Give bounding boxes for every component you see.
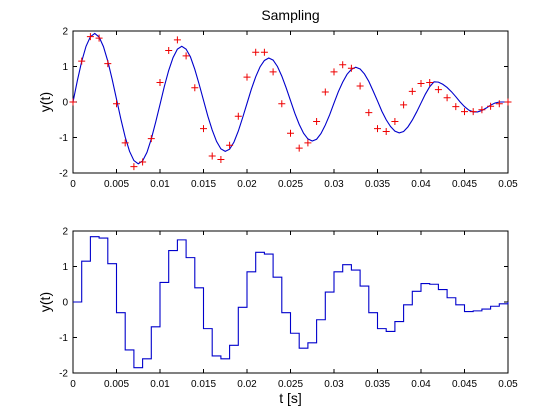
top-sample-point-marker (69, 98, 77, 106)
bottom-xtick-label: 0.015 (191, 379, 216, 390)
top-sample-point-marker (104, 60, 112, 68)
top-xtick-label: 0.045 (452, 179, 477, 190)
top-sample-point-marker (452, 103, 460, 111)
top-y-axis-label: y(t) (37, 92, 53, 112)
top-sample-point-marker (243, 73, 251, 81)
bottom-xtick-label: 0.045 (452, 379, 477, 390)
top-sample-point-marker (400, 101, 408, 109)
top-sample-point-marker (434, 86, 442, 94)
top-sample-point-marker (391, 118, 399, 126)
top-sample-point-marker (339, 61, 347, 69)
bottom-ytick-label: 2 (62, 227, 68, 238)
top-sample-point-marker (478, 106, 486, 114)
top-xtick-label: 0.035 (365, 179, 390, 190)
bottom-axis-tick-labels: 0 0.005 0.01 0.015 0.02 0.025 0.03 0.035 0.04 0.0… (59, 227, 518, 391)
top-sample-point-marker (495, 100, 503, 108)
bottom-y-axis-label: y(t) (37, 292, 53, 312)
top-xtick-label: 0.01 (150, 179, 170, 190)
top-sample-point-marker (78, 57, 86, 65)
bottom-ytick-label: 0 (62, 298, 68, 309)
top-sample-point-marker (469, 108, 477, 116)
top-sample-point-marker (356, 82, 364, 90)
top-panel: Sampling y(t) 0 0.005 0.01 0.015 0.02 0.025 0.… (37, 7, 518, 190)
top-sample-point-marker (382, 127, 390, 135)
bottom-sample-hold-step-line (73, 236, 509, 369)
top-xtick-label: 0.005 (104, 179, 129, 190)
top-sample-point-marker (130, 163, 138, 171)
bottom-ytick-label: -2 (59, 369, 68, 380)
bottom-x-axis-label: t [s] (279, 390, 302, 406)
top-sample-point-marker (321, 88, 329, 96)
top-sample-point-marker (330, 68, 338, 76)
top-sample-point-marker (121, 139, 129, 147)
top-continuous-signal-line (72, 32, 508, 165)
bottom-plot-area (73, 236, 509, 369)
top-sample-point-marker (313, 118, 321, 126)
bottom-xtick-label: 0.03 (324, 379, 344, 390)
top-sample-point-marker (226, 141, 234, 149)
top-sample-point-marker (426, 78, 434, 86)
chart-title: Sampling (261, 7, 319, 23)
top-ytick-label: 2 (62, 27, 68, 38)
top-sample-point-marker (173, 36, 181, 44)
top-sample-point-marker (182, 52, 190, 60)
top-ytick-label: -1 (59, 133, 68, 144)
bottom-xtick-label: 0.005 (104, 379, 129, 390)
top-sample-point-marker (252, 48, 260, 56)
top-ytick-label: -2 (59, 169, 68, 180)
bottom-axes-frame (72, 230, 509, 374)
top-sample-point-marker (147, 135, 155, 143)
top-ytick-label: 1 (62, 62, 68, 73)
top-sample-point-marker (374, 125, 381, 133)
top-sample-point-marker (504, 98, 512, 106)
top-sample-point-marker (217, 156, 225, 164)
top-sample-point-marker (443, 94, 451, 102)
bottom-xtick-label: 0.01 (150, 379, 170, 390)
top-sample-point-marker (278, 100, 286, 108)
top-sample-point-marker (95, 34, 103, 42)
top-ytick-label: 0 (62, 98, 68, 109)
top-sample-point-marker (287, 129, 294, 137)
top-sample-point-marker (417, 80, 425, 88)
top-sample-point-marker (139, 158, 147, 166)
top-sample-point-marker (269, 68, 277, 76)
top-xtick-label: 0.03 (324, 179, 344, 190)
top-sample-point-marker (295, 144, 303, 152)
top-sample-point-marker (113, 100, 120, 108)
bottom-ytick-label: 1 (62, 262, 68, 273)
top-sample-point-marker (200, 125, 207, 133)
top-xtick-label: 0.05 (498, 179, 518, 190)
top-xtick-label: 0.04 (411, 179, 431, 190)
bottom-xtick-label: 0.02 (237, 379, 257, 390)
top-xtick-label: 0 (70, 179, 76, 190)
top-xtick-label: 0.015 (191, 179, 216, 190)
bottom-panel: y(t) t [s] 0 0.005 0.01 0.015 0.02 0.025 0.03 0… (37, 227, 518, 407)
bottom-xtick-label: 0.035 (365, 379, 390, 390)
top-sample-point-marker (408, 87, 416, 95)
top-plot-area (69, 32, 512, 171)
top-sample-point-marker (304, 139, 312, 147)
bottom-xtick-label: 0.05 (498, 379, 518, 390)
top-axis-ticks (72, 30, 509, 174)
top-sample-point-marker (156, 78, 164, 86)
top-sample-point-marker (86, 33, 94, 41)
bottom-xtick-label: 0.025 (278, 379, 303, 390)
top-sample-point-marker (165, 47, 173, 55)
top-sample-point-marker (461, 108, 468, 116)
bottom-xtick-label: 0 (70, 379, 76, 390)
top-xtick-label: 0.02 (237, 179, 257, 190)
top-axis-tick-labels: 0 0.005 0.01 0.015 0.02 0.025 0.03 0.035 0.04 0.0… (59, 27, 518, 191)
bottom-xtick-label: 0.04 (411, 379, 431, 390)
top-sample-point-marker (208, 152, 216, 160)
top-sample-point-marker (487, 102, 495, 110)
top-sample-point-marker (234, 112, 242, 120)
top-xtick-label: 0.025 (278, 179, 303, 190)
top-sample-point-marker (347, 64, 355, 72)
top-sample-point-marker (191, 84, 199, 92)
bottom-ytick-label: -1 (59, 333, 68, 344)
top-sample-point-marker (365, 109, 373, 117)
top-sample-point-marker (260, 48, 268, 56)
